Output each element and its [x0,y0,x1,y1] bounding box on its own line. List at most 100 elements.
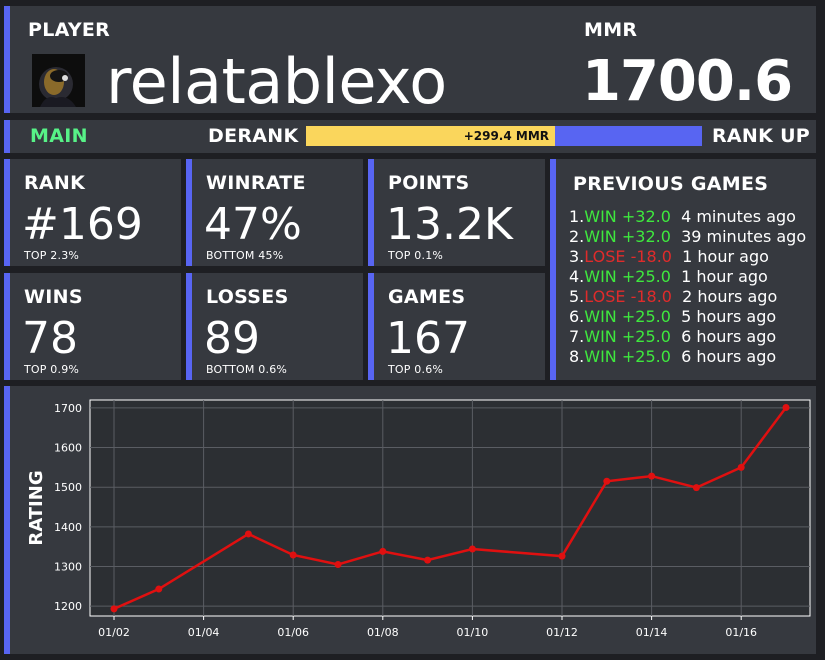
game-delta: +25.0 [621,327,671,346]
game-time: 6 hours ago [681,347,777,366]
game-result: WIN [584,307,617,326]
game-index: 5. [569,287,585,306]
stat-sub: TOP 2.3% [24,249,80,262]
derank-label: DERANK [208,125,299,147]
game-result: WIN [584,207,617,226]
game-result: WIN [584,267,617,286]
game-index: 8. [569,347,585,366]
game-index: 4. [569,267,585,286]
avatar [32,54,85,107]
y-axis-label: RATING [26,470,47,545]
x-tick-label: 01/06 [277,626,309,639]
game-delta: +32.0 [621,227,671,246]
previous-games-list: 1.WIN +32.0 4 minutes ago 2.WIN +32.0 39… [569,207,806,367]
x-tick-label: 01/12 [546,626,578,639]
stat-value: 78 [22,313,78,364]
stat-losses: LOSSES 89 BOTTOM 0.6% [186,273,363,380]
rankup-label: RANK UP [712,125,811,147]
stat-value: 89 [204,313,260,364]
list-item: 1.WIN +32.0 4 minutes ago [569,207,806,227]
stat-sub: TOP 0.1% [388,249,444,262]
plot-area [89,399,811,617]
x-tick-label: 01/16 [725,626,757,639]
game-time: 1 hour ago [682,247,769,266]
y-tick-label: 1600 [54,442,82,455]
stat-sub: BOTTOM 45% [206,249,284,262]
y-tick-label: 1200 [54,600,82,613]
x-tick-label: 01/10 [457,626,489,639]
stat-wins: WINS 78 TOP 0.9% [4,273,181,380]
stat-value: #169 [22,199,143,250]
game-time: 39 minutes ago [681,227,807,246]
stat-points: POINTS 13.2K TOP 0.1% [368,159,545,266]
game-time: 2 hours ago [682,287,778,306]
current-tier: MAIN [30,125,88,147]
list-item: 4.WIN +25.0 1 hour ago [569,267,806,287]
stat-label: WINS [24,286,83,308]
game-result: LOSE [584,287,626,306]
game-index: 7. [569,327,585,346]
rating-point [155,585,163,593]
game-result: WIN [584,227,617,246]
rating-chart: 1200 1300 1400 1500 1600 1700 01/02 01/04 01/06 0… [26,399,811,639]
game-result: WIN [584,327,617,346]
game-index: 1. [569,207,585,226]
rating-point [737,463,745,471]
game-time: 1 hour ago [681,267,768,286]
x-tick-label: 01/02 [98,626,130,639]
rating-point [782,404,790,412]
rating-chart-panel: 1200 1300 1400 1500 1600 1700 01/02 01/04 01/06 0… [4,386,816,654]
rating-point [424,556,432,564]
rating-point [379,547,387,555]
rating-point [334,560,342,568]
x-tick-label: 01/14 [636,626,668,639]
rating-point [692,484,700,492]
y-tick-label: 1300 [54,560,82,573]
y-tick-label: 1700 [54,402,82,415]
rating-point [648,472,656,480]
rank-progress-bar: +299.4 MMR [306,126,702,146]
player-label: PLAYER [28,19,111,41]
mmr-label: MMR [584,19,638,41]
game-delta: -18.0 [630,247,672,266]
game-result: LOSE [584,247,626,266]
game-delta: +25.0 [621,267,671,286]
game-delta: +25.0 [621,307,671,326]
rank-progress-fill [306,126,556,146]
rating-point [468,545,476,553]
stat-value: 13.2K [386,199,513,250]
list-item: 2.WIN +32.0 39 minutes ago [569,227,806,247]
rating-point [244,530,252,538]
mmr-value: 1700.6 [582,49,793,114]
player-name: relatablexo [106,45,447,118]
rating-series-line [113,406,788,611]
x-tick-label: 01/08 [367,626,399,639]
rating-point [603,477,611,485]
game-delta: +32.0 [621,207,671,226]
game-time: 5 hours ago [681,307,777,326]
x-tick-label: 01/04 [188,626,220,639]
rating-point [110,605,118,613]
previous-games-panel: PREVIOUS GAMES 1.WIN +32.0 4 minutes ago… [550,159,816,380]
stat-games: GAMES 167 TOP 0.6% [368,273,545,380]
stat-label: GAMES [388,286,466,308]
stat-value: 47% [204,199,302,250]
game-delta: +25.0 [621,347,671,366]
list-item: 8.WIN +25.0 6 hours ago [569,347,806,367]
game-index: 6. [569,307,585,326]
player-header: PLAYER relatablexo MMR 1700.6 [4,6,816,118]
stat-rank: RANK #169 TOP 2.3% [4,159,181,266]
rating-point [558,552,566,560]
rank-progress-text: +299.4 MMR [463,129,549,143]
rating-point [289,551,297,559]
stat-label: LOSSES [206,286,289,308]
game-delta: -18.0 [630,287,672,306]
list-item: 7.WIN +25.0 6 hours ago [569,327,806,347]
stat-label: WINRATE [206,172,306,194]
y-tick-label: 1400 [54,521,82,534]
stat-value: 167 [386,313,470,364]
stat-sub: BOTTOM 0.6% [206,363,288,376]
stat-sub: TOP 0.9% [24,363,80,376]
list-item: 6.WIN +25.0 5 hours ago [569,307,806,327]
y-tick-label: 1500 [54,481,82,494]
